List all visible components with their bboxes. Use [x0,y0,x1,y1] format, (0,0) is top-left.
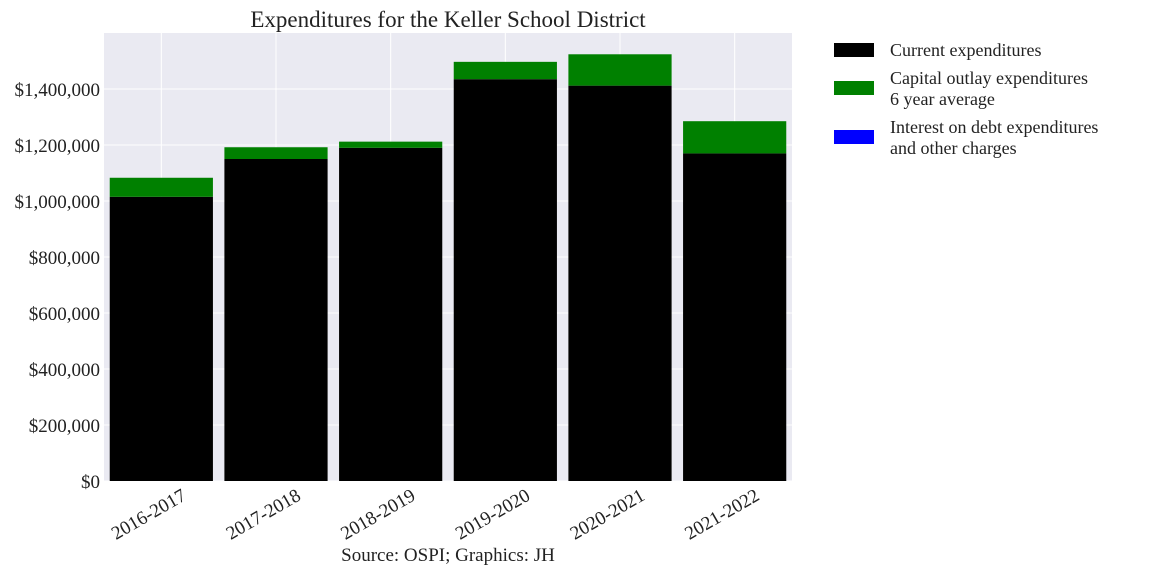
legend-label: Capital outlay expenditures 6 year averag… [890,68,1088,109]
y-tick-label: $1,400,000 [15,80,101,101]
bar-segment-series-0 [339,147,443,482]
bar-segment-series-1 [683,121,787,154]
bar-segment-series-1 [568,54,672,86]
legend-swatch [834,81,874,95]
bar-segment-series-0 [453,79,557,481]
bars [109,54,787,482]
y-tick-label: $1,200,000 [15,136,101,157]
bar-segment-series-1 [453,61,557,80]
y-tick-label: $1,000,000 [15,192,101,213]
bar-segment-series-1 [339,141,443,148]
legend-label: Current expenditures [890,40,1041,60]
bar-segment-series-0 [224,159,328,481]
bar-segment-series-0 [683,153,787,481]
x-tick-label: 2019-2020 [452,485,534,544]
bar-segment-series-0 [109,196,213,482]
y-tick-label: $200,000 [29,416,100,437]
y-tick-label: $400,000 [29,360,100,381]
source-note: Source: OSPI; Graphics: JH [341,545,555,566]
bar-segment-series-1 [224,147,328,159]
y-tick-label: $800,000 [29,248,100,269]
x-tick-label: 2016-2017 [108,485,190,544]
x-tick-label: 2020-2021 [567,485,649,544]
y-axis-ticks: $0 $200,000 $400,000 $600,000 $800,000 $1,000… [15,80,101,493]
legend-swatch [834,43,874,57]
bar-segment-series-1 [109,177,213,197]
x-tick-label: 2018-2019 [337,485,419,544]
legend-label: Interest on debt expenditures and other c… [890,117,1098,158]
bar-segment-series-0 [568,85,672,481]
y-tick-label: $600,000 [29,304,100,325]
y-tick-label: $0 [81,472,100,493]
x-axis-ticks: 2016-2017 2017-2018 2018-2019 2019-2020 2020… [108,485,763,544]
legend: Current expenditures Capital outlay expen… [834,40,1098,158]
legend-swatch [834,130,874,144]
chart-title: Expenditures for the Keller School Distr… [250,7,646,32]
x-tick-label: 2021-2022 [681,485,763,544]
x-tick-label: 2017-2018 [223,485,305,544]
